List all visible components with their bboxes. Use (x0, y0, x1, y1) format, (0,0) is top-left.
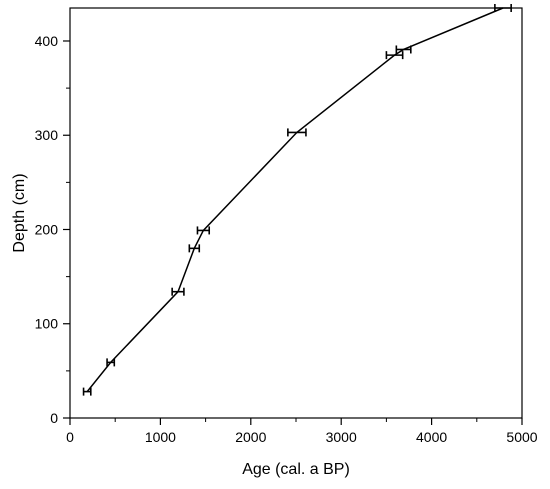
y-tick-label: 100 (35, 316, 59, 332)
y-tick-label: 200 (35, 221, 59, 237)
plot-frame (69, 7, 523, 419)
data-point (82, 387, 92, 396)
axes (69, 7, 523, 419)
ticks: 0 1000 2000 3000 4000 5000 0 100 200 300 400 (35, 33, 538, 445)
data-point (188, 244, 201, 253)
y-tick-label: 0 (50, 410, 58, 426)
y-tick-label: 400 (35, 33, 59, 49)
series (82, 4, 512, 396)
data-point (171, 287, 185, 296)
x-axis-title: Age (cal. a BP) (242, 461, 350, 478)
data-point (494, 4, 512, 12)
x-tick-label: 0 (66, 429, 74, 445)
x-tick-label: 4000 (416, 429, 447, 445)
data-point (196, 226, 211, 235)
x-tick-label: 1000 (145, 429, 176, 445)
series-line (86, 7, 504, 393)
x-tick-label: 3000 (326, 429, 357, 445)
data-point (385, 51, 404, 60)
data-point (395, 45, 412, 54)
x-tick-label: 2000 (235, 429, 266, 445)
y-tick-label: 300 (35, 127, 59, 143)
y-axis-title: Depth (cm) (11, 173, 28, 252)
data-point (287, 128, 307, 137)
data-point (106, 358, 116, 367)
x-tick-label: 5000 (506, 429, 537, 445)
